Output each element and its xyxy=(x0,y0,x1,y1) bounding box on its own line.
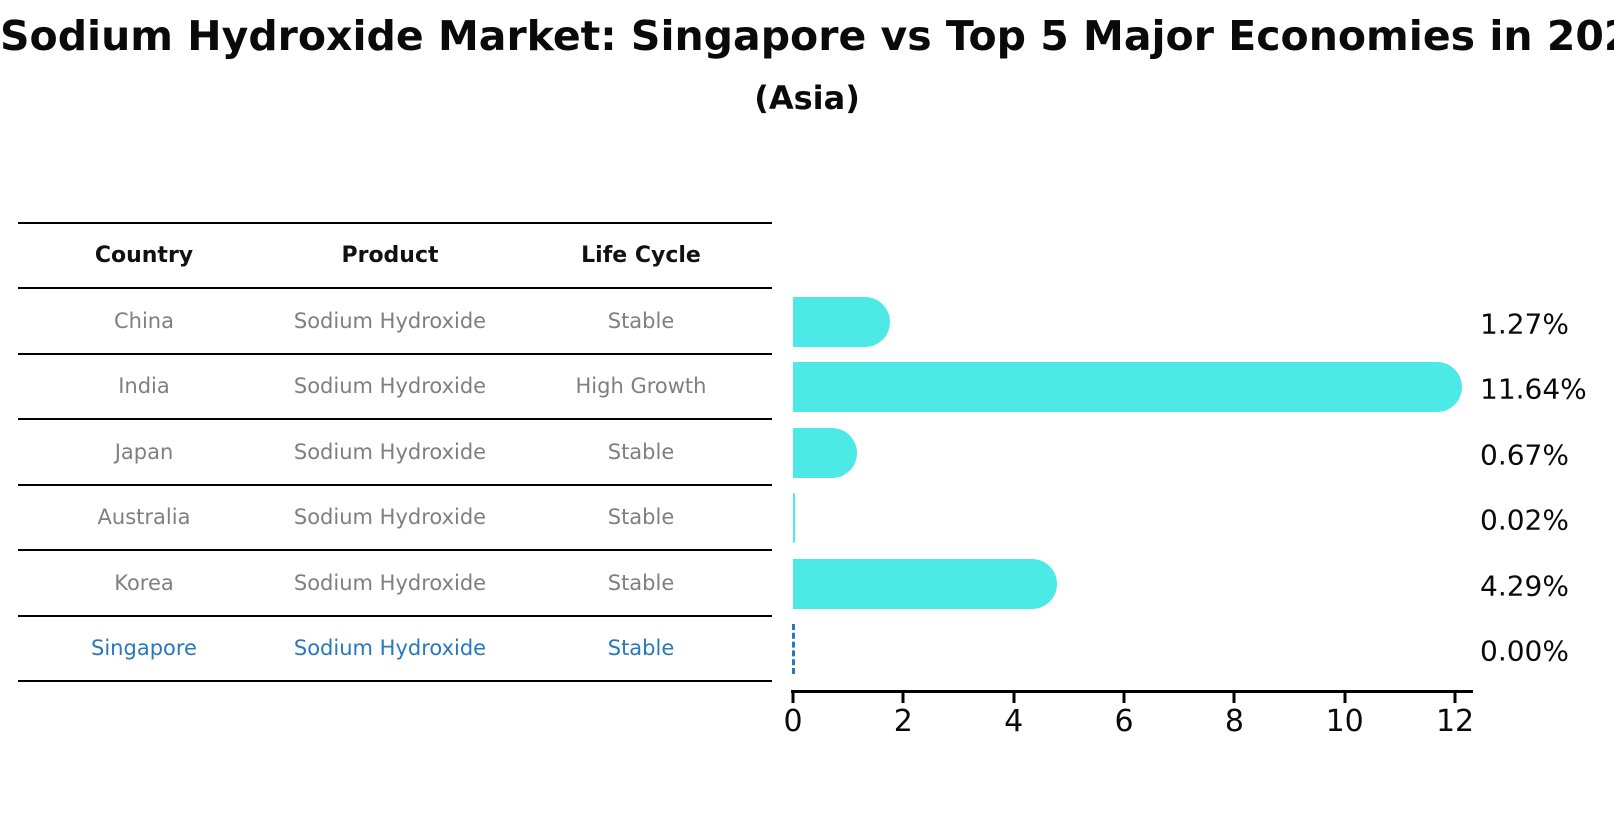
cell-country: Singapore xyxy=(91,636,197,661)
table-row: Korea Sodium Hydroxide Stable xyxy=(18,551,772,617)
cell-life-cycle: Stable xyxy=(607,505,675,530)
value-label: 4.29% xyxy=(1480,569,1569,603)
x-axis-tick-label: 2 xyxy=(893,704,913,739)
bar-china xyxy=(793,296,891,347)
x-axis-tick xyxy=(1232,692,1236,703)
bar-highlight-singapore xyxy=(792,624,795,675)
x-axis-tick-label: 6 xyxy=(1114,704,1134,739)
x-axis-tick-label: 12 xyxy=(1435,704,1475,739)
table-row: Japan Sodium Hydroxide Stable xyxy=(18,420,772,486)
cell-life-cycle: Stable xyxy=(607,636,675,661)
cell-product: Sodium Hydroxide xyxy=(293,570,487,595)
value-label: 1.27% xyxy=(1480,307,1569,341)
x-axis-tick-label: 4 xyxy=(1004,704,1024,739)
x-axis-tick xyxy=(1453,692,1457,703)
x-axis-tick xyxy=(791,692,795,703)
cell-country: China xyxy=(114,308,174,333)
table-header-lifecycle: Life Cycle xyxy=(581,243,701,268)
value-label: 11.64% xyxy=(1480,372,1587,406)
table-row: Singapore Sodium Hydroxide Stable xyxy=(18,617,772,682)
table-row: Australia Sodium Hydroxide Stable xyxy=(18,486,772,551)
x-axis-line xyxy=(791,690,1473,693)
cell-product: Sodium Hydroxide xyxy=(293,439,487,464)
table-header-country: Country xyxy=(94,243,194,268)
cell-product: Sodium Hydroxide xyxy=(293,505,487,530)
table-row: India Sodium Hydroxide High Growth xyxy=(18,355,772,420)
x-axis-tick xyxy=(1343,692,1347,703)
cell-product: Sodium Hydroxide xyxy=(293,636,487,661)
bar-japan xyxy=(793,427,857,478)
cell-product: Sodium Hydroxide xyxy=(293,374,487,399)
x-axis-tick-label: 10 xyxy=(1325,704,1364,739)
chart-title: Sodium Hydroxide Market: Singapore vs To… xyxy=(0,12,1614,60)
value-label: 0.67% xyxy=(1480,438,1569,472)
table-header-row: Country Product Life Cycle xyxy=(18,222,772,289)
x-axis-tick xyxy=(901,692,905,703)
bar-korea xyxy=(793,558,1057,609)
cell-country: Australia xyxy=(97,505,191,530)
cell-life-cycle: Stable xyxy=(607,570,675,595)
cell-life-cycle: Stable xyxy=(607,439,675,464)
chart-subtitle: (Asia) xyxy=(754,79,860,117)
table-row: China Sodium Hydroxide Stable xyxy=(18,289,772,355)
cell-country: Korea xyxy=(114,570,174,595)
country-table: Country Product Life Cycle China Sodium H… xyxy=(18,222,772,682)
value-label: 0.00% xyxy=(1480,634,1569,668)
cell-life-cycle: Stable xyxy=(607,308,675,333)
value-label: 0.02% xyxy=(1480,503,1569,537)
bar-australia xyxy=(793,493,795,544)
cell-country: India xyxy=(118,374,170,399)
x-axis-tick-label: 8 xyxy=(1224,704,1244,739)
cell-product: Sodium Hydroxide xyxy=(293,308,487,333)
bar-india xyxy=(793,362,1463,413)
table-header-product: Product xyxy=(341,243,439,268)
table-body: China Sodium Hydroxide Stable India Sodium H… xyxy=(18,289,772,682)
cell-life-cycle: High Growth xyxy=(575,374,707,399)
cell-country: Japan xyxy=(114,439,174,464)
x-axis-tick xyxy=(1012,692,1016,703)
x-axis-tick xyxy=(1122,692,1126,703)
x-axis-tick-label: 0 xyxy=(783,704,803,739)
